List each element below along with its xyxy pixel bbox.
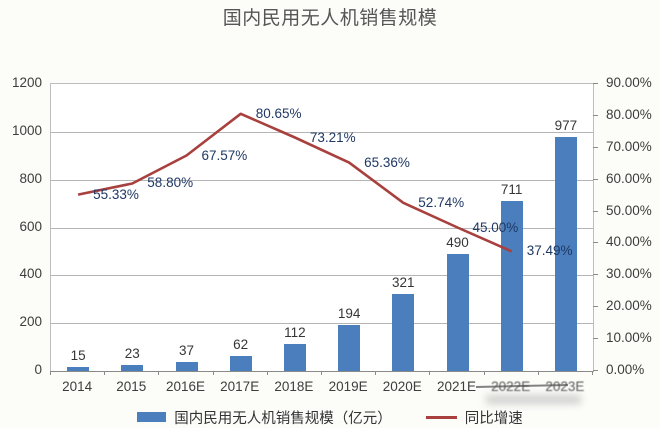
bar — [229, 356, 252, 371]
bar — [554, 137, 577, 371]
bar — [392, 294, 415, 371]
x-axis-tick — [592, 371, 593, 375]
right-axis-tick-label: 20.00% — [606, 298, 652, 314]
growth-point-label: 58.80% — [147, 175, 194, 191]
watermark-smudge — [486, 395, 581, 404]
x-axis-tick — [104, 371, 106, 375]
bar — [338, 324, 361, 371]
right-axis-tick-label: 0.00% — [606, 362, 645, 377]
x-axis-tick — [212, 371, 214, 375]
x-axis-label: 2018E — [274, 379, 314, 394]
y-axis-tick-label: 600 — [19, 218, 42, 234]
growth-line-path — [77, 112, 513, 253]
right-axis-tick — [593, 274, 598, 276]
right-axis-tick — [593, 146, 598, 148]
right-axis-tick-label: 70.00% — [606, 138, 652, 154]
bar-value-label: 37 — [178, 343, 195, 359]
x-axis-label: 2023E — [545, 379, 585, 394]
x-axis-label: 2016E — [165, 379, 206, 394]
gridline — [51, 323, 593, 325]
y-axis-tick-label: 0 — [34, 362, 42, 377]
bar — [446, 253, 469, 371]
x-axis-tick — [158, 371, 160, 375]
growth-point-label: 55.33% — [93, 186, 139, 202]
right-axis-tick — [593, 306, 598, 308]
line-series-swatch-icon — [425, 415, 457, 419]
bar — [500, 200, 523, 371]
right-axis-tick-label: 10.00% — [606, 330, 652, 346]
chart-title: 国内民用无人机销售规模 — [222, 8, 438, 29]
bar — [67, 367, 90, 371]
bar-value-label: 112 — [284, 325, 306, 341]
bar-value-label: 15 — [70, 348, 86, 364]
right-axis-tick-label: 40.00% — [606, 234, 652, 250]
bar-value-label: 23 — [124, 346, 140, 362]
bar-value-label: 711 — [500, 181, 523, 197]
growth-point-label: 37.49% — [526, 243, 573, 259]
bar-value-label: 490 — [446, 234, 469, 250]
x-axis-tick — [375, 371, 377, 375]
bar-value-label: 62 — [233, 337, 249, 353]
y-axis-tick-label: 1200 — [11, 75, 42, 90]
gridline — [51, 131, 593, 133]
right-axis-tick — [593, 114, 598, 116]
x-axis-tick — [483, 371, 485, 375]
bar-value-label: 321 — [392, 275, 415, 291]
right-axis-tick-label: 50.00% — [606, 202, 652, 218]
x-axis-label: 2020E — [382, 379, 422, 394]
right-axis-tick-label: 90.00% — [606, 75, 652, 90]
x-axis-tick — [266, 371, 268, 375]
right-axis-tick — [593, 178, 598, 180]
plot-area: 15 23 37 62 112 194 321 490 711 977 55.33% 58.80% 67… — [50, 83, 594, 372]
bar — [175, 362, 198, 371]
right-axis-tick — [593, 242, 598, 244]
y-axis-tick-label: 800 — [19, 170, 42, 186]
bar — [121, 365, 144, 371]
bar-value-label: 194 — [337, 305, 361, 321]
growth-point-label: 67.57% — [201, 147, 248, 163]
growth-point-label: 45.00% — [472, 219, 519, 235]
gridline — [51, 227, 593, 229]
growth-point-label: 65.36% — [364, 154, 410, 170]
growth-point-label: 80.65% — [255, 105, 302, 121]
growth-point-label: 73.21% — [309, 129, 356, 145]
gridline — [51, 179, 593, 181]
right-axis-tick — [593, 370, 598, 371]
right-axis-tick-label: 80.00% — [606, 106, 652, 122]
x-axis-label: 2014 — [62, 379, 93, 394]
growth-line — [77, 112, 513, 253]
growth-point-label: 52.74% — [418, 194, 465, 210]
legend: 国内民用无人机销售规模（亿元） 同比增速 — [0, 407, 660, 427]
x-axis-label: 2021E — [436, 379, 477, 394]
y-axis-tick-label: 1000 — [11, 122, 42, 138]
x-axis-label: 2017E — [220, 379, 260, 394]
x-axis-tick — [537, 371, 539, 375]
gridline — [51, 275, 593, 277]
bar — [283, 344, 306, 371]
x-axis-tick — [429, 371, 431, 375]
x-axis-tick — [50, 371, 51, 375]
bar-series-legend-label: 国内民用无人机销售规模（亿元） — [174, 410, 392, 427]
right-axis-tick — [593, 338, 598, 340]
y-axis-tick-label: 400 — [19, 266, 42, 282]
bar-value-label: 977 — [554, 118, 578, 134]
bar-series-swatch-icon — [137, 412, 167, 422]
x-axis-label: 2019E — [328, 379, 368, 394]
right-axis-tick — [593, 210, 598, 212]
right-axis-tick-label: 30.00% — [606, 266, 652, 282]
right-axis-tick-label: 60.00% — [606, 170, 652, 186]
y-axis-tick-label: 200 — [19, 314, 42, 330]
x-axis-label: 2015 — [116, 379, 147, 394]
line-series-legend-label: 同比增速 — [464, 410, 523, 427]
x-axis-tick — [321, 371, 322, 375]
right-axis-tick — [593, 83, 598, 84]
